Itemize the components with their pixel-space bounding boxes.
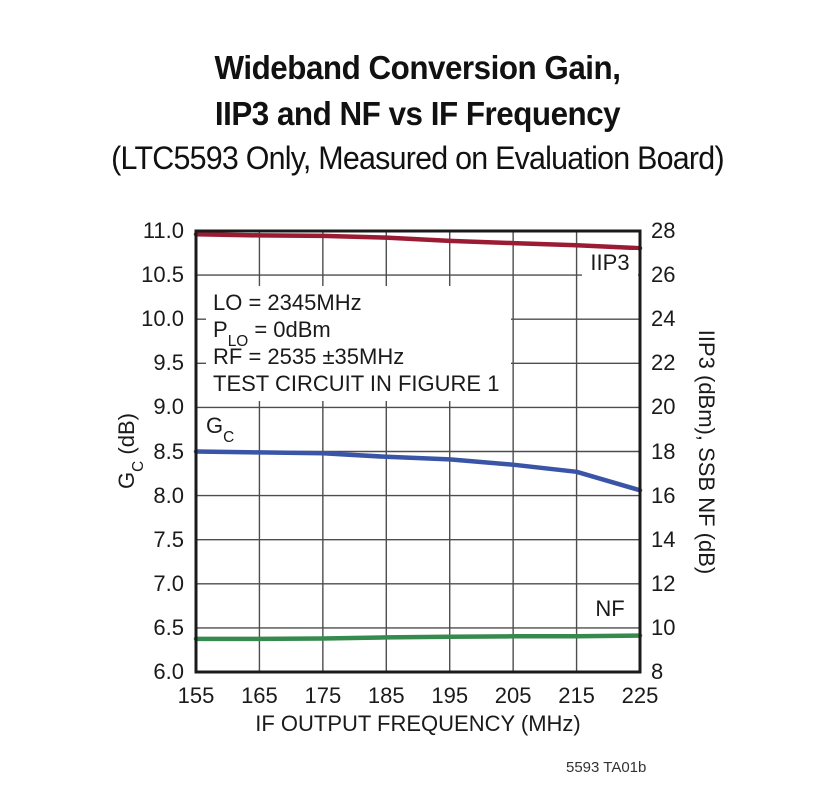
- series-iip3: [193, 232, 643, 251]
- gc-curve-label: GC: [201, 413, 243, 445]
- left-tick-label: 9.5: [153, 350, 184, 376]
- x-tick-label: 195: [431, 683, 469, 708]
- x-tick-label: 185: [367, 683, 405, 708]
- x-tick-label: 215: [558, 683, 595, 708]
- left-tick-label: 6.5: [153, 614, 184, 640]
- right-tick-label: 8: [651, 659, 664, 684]
- annotation-line-rf: RF = 2535 ±35MHz: [213, 344, 405, 369]
- right-tick-label: 28: [651, 218, 676, 243]
- plot-border: [194, 229, 642, 674]
- x-axis-label: IF OUTPUT FREQUENCY (MHz): [255, 711, 581, 736]
- left-axis-label: GC (dB): [114, 413, 147, 489]
- series-gc: [193, 449, 643, 493]
- nf-curve-label: NF: [582, 596, 638, 626]
- right-tick-label: 20: [651, 394, 676, 420]
- figure-watermark: 5593 TA01b: [566, 759, 647, 776]
- chart-title-line1: Wideband Conversion Gain,: [214, 49, 621, 86]
- right-tick-label: 22: [651, 350, 676, 376]
- right-tick-label: 18: [651, 438, 676, 464]
- left-tick-label: 7.5: [153, 526, 184, 552]
- test-conditions: LO = 2345MHz PLO = 0dBm RF = 2535 ±35MHz…: [206, 286, 512, 401]
- right-tick-label: 16: [651, 482, 676, 508]
- series-nf: [193, 633, 643, 642]
- x-tick-label: 225: [621, 683, 659, 708]
- left-tick-label: 10.0: [141, 306, 184, 332]
- x-tick-label: 175: [304, 683, 342, 708]
- right-axis-label: IIP3 (dBm), SSB NF (dB): [694, 329, 719, 575]
- right-tick-label: 14: [651, 526, 676, 552]
- x-tick-label: 155: [177, 683, 215, 708]
- iip3-curve-label: IIP3: [582, 250, 638, 280]
- left-tick-label: 7.0: [153, 570, 184, 596]
- x-tick-label: 205: [494, 683, 532, 708]
- right-tick-label: 24: [651, 306, 676, 332]
- left-tick-label: 6.0: [153, 659, 184, 684]
- right-tick-label: 26: [651, 262, 676, 288]
- chart-title-line2: IIP3 and NF vs IF Frequency: [214, 95, 621, 132]
- x-tick-label: 165: [241, 683, 278, 708]
- annotation-line-lo: LO = 2345MHz: [213, 290, 362, 315]
- left-tick-label: 9.0: [153, 394, 184, 420]
- left-tick-label: 8.0: [153, 482, 184, 508]
- annotation-line-circuit: TEST CIRCUIT IN FIGURE 1: [213, 371, 500, 396]
- right-tick-label: 10: [651, 614, 676, 640]
- right-tick-label: 12: [651, 570, 676, 596]
- left-tick-label: 11.0: [142, 218, 184, 243]
- annotation-line-plo: PLO = 0dBm: [213, 317, 331, 350]
- left-tick-label: 10.5: [141, 262, 184, 288]
- left-tick-label: 8.5: [153, 438, 184, 464]
- chart-subtitle: (LTC5593 Only, Measured on Evaluation Bo…: [111, 140, 724, 176]
